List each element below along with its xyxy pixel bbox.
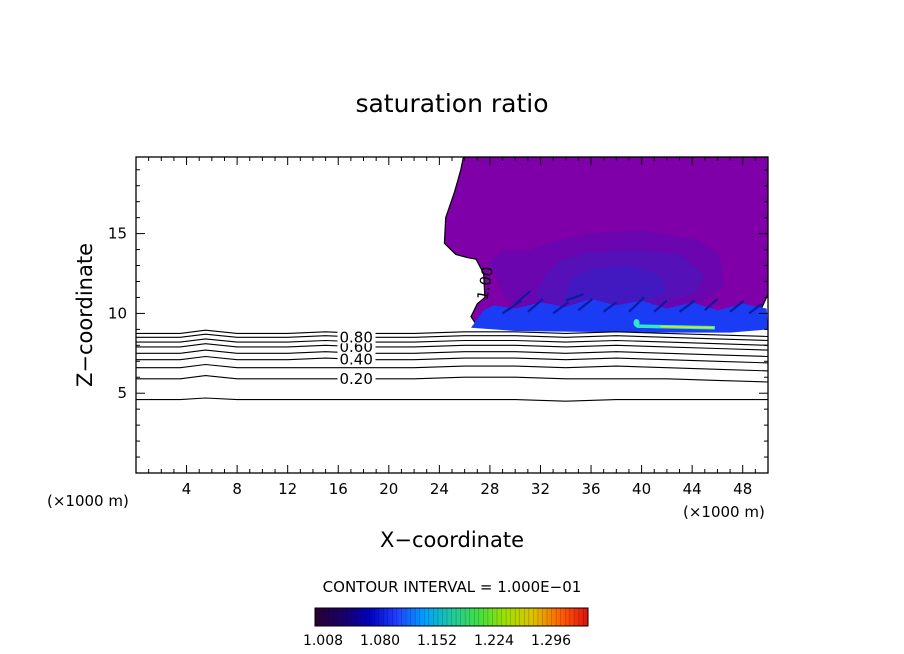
colorbar-tick-label: 1.008 — [303, 633, 343, 649]
cloud-streak — [577, 298, 593, 312]
x-axis-ticks: 4 8 12 16 20 24 28 32 36 40 44 48 — [148, 157, 756, 498]
x-tick-label: 8 — [232, 480, 242, 498]
contour-lines — [136, 329, 768, 402]
cloud-streak — [565, 293, 584, 302]
contour-label-bg — [337, 352, 376, 366]
cloud-streak — [653, 299, 668, 313]
contour-line — [136, 333, 768, 342]
x-tick-label: 24 — [430, 480, 449, 498]
cloud-base — [471, 299, 768, 333]
x-tick-label: 16 — [329, 480, 348, 498]
x-tick-label: 40 — [632, 480, 651, 498]
colorbar — [314, 607, 589, 627]
contour-label-bg — [337, 330, 376, 344]
x-unit-right: (×1000 m) — [683, 503, 765, 521]
contour-labels: 0.200.400.600.801.00 — [337, 265, 498, 388]
colorbar-tick-label: 1.080 — [360, 633, 400, 649]
cloud-streak — [527, 298, 544, 313]
cloud-deep — [563, 265, 667, 304]
cloud-streak — [704, 298, 719, 312]
y-tick-label: 10 — [108, 304, 127, 322]
x-tick-label: 28 — [480, 480, 499, 498]
cloud-edge-label: 1.00 — [474, 265, 498, 301]
x-unit-left: (×1000 m) — [47, 492, 129, 510]
supersaturation-spot — [633, 318, 640, 327]
contour-line — [136, 355, 768, 364]
colorbar-bar — [314, 607, 589, 627]
x-tick-label: 36 — [581, 480, 600, 498]
contour-line — [136, 343, 768, 351]
contour-line — [136, 329, 768, 338]
contour-line — [136, 338, 768, 346]
cloud-streak — [628, 296, 645, 313]
cloud-streak — [748, 302, 763, 315]
y-axis-ticks: 5 10 15 — [108, 169, 768, 458]
chart-title: saturation ratio — [355, 89, 548, 118]
y-tick-label: 5 — [117, 384, 127, 402]
cloud-region — [443, 157, 768, 333]
contour-label: 0.40 — [340, 351, 373, 369]
x-axis-label: X−coordinate — [380, 528, 524, 552]
x-tick-label: 44 — [683, 480, 702, 498]
contour-line — [136, 397, 768, 402]
contour-line — [136, 375, 768, 383]
contour-interval-text: CONTOUR INTERVAL = 1.000E−01 — [323, 578, 582, 596]
x-tick-label: 12 — [278, 480, 297, 498]
cloud-streak — [501, 299, 523, 315]
colorbar-tick-label: 1.152 — [417, 633, 457, 649]
x-tick-label: 48 — [733, 480, 752, 498]
x-tick-label: 4 — [182, 480, 192, 498]
y-axis-label: Z−coordinate — [73, 243, 97, 387]
cloud-streak — [678, 299, 696, 313]
cloud-streak — [552, 301, 569, 315]
x-tick-label: 32 — [531, 480, 550, 498]
supersaturation-peak — [660, 325, 714, 329]
contour-label: 0.20 — [340, 370, 373, 388]
cloud-streak — [603, 301, 617, 313]
contour-label: 0.80 — [340, 328, 373, 346]
colorbar-tick-label: 1.224 — [474, 633, 514, 649]
colorbar-tick-label: 1.296 — [531, 633, 571, 649]
x-tick-label: 20 — [379, 480, 398, 498]
cloud-streak — [514, 290, 532, 305]
cloud-streak — [729, 299, 745, 313]
contour-line — [136, 349, 768, 358]
colorbar-tick-labels: 1.008 1.080 1.152 1.224 1.296 — [303, 633, 571, 649]
y-tick-label: 15 — [108, 225, 127, 243]
contour-line — [136, 363, 768, 372]
contour-label-bg — [337, 371, 376, 385]
